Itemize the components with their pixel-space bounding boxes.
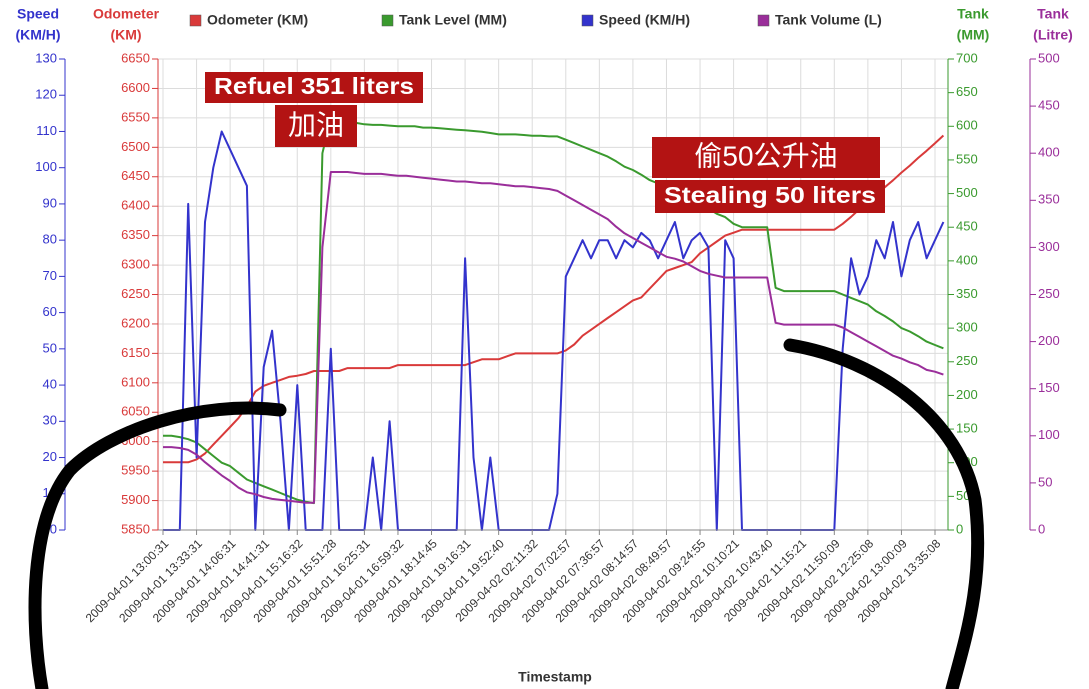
y-tick-label: 6600 [121,80,150,95]
y-tick-label: 550 [956,151,978,166]
y-tick-label: 0 [1038,521,1045,536]
annotation: 偷50公升油 [694,140,837,171]
y-tick-label: 5900 [121,492,150,507]
legend-swatch [582,15,593,26]
legend-swatch [382,15,393,26]
y-tick-label: 500 [1038,50,1060,65]
y-tick-label: 30 [43,413,57,428]
y-tick-label: 6450 [121,168,150,183]
y-tick-label: 250 [956,353,978,368]
y-axis-title: (MM) [957,27,990,43]
y-tick-label: 300 [1038,239,1060,254]
y-tick-label: 130 [35,50,57,65]
y-tick-label: 110 [36,123,57,138]
y-tick-label: 150 [956,421,978,436]
y-tick-label: 0 [956,521,963,536]
y-tick-label: 60 [43,304,57,319]
y-axis-title: Tank [957,6,989,22]
y-tick-label: 50 [43,340,57,355]
y-tick-label: 6550 [121,109,150,124]
y-tick-label: 6300 [121,257,150,272]
y-tick-label: 350 [956,286,978,301]
y-axis-title: (Litre) [1033,27,1073,43]
y-tick-label: 450 [1038,98,1060,113]
legend-swatch [190,15,201,26]
y-tick-label: 500 [956,185,978,200]
x-axis-title: Timestamp [518,669,592,685]
y-tick-label: 6100 [121,374,150,389]
y-tick-label: 700 [956,50,978,65]
y-axis-title: (KM/H) [15,27,60,43]
y-axis-title: Speed [17,6,59,22]
y-tick-label: 650 [956,84,978,99]
y-tick-label: 100 [1038,427,1060,442]
y-tick-label: 400 [1038,145,1060,160]
y-tick-label: 6400 [121,198,150,213]
y-axis-title: (KM) [110,27,141,43]
y-tick-label: 6050 [121,404,150,419]
legend-swatch [758,15,769,26]
legend-label: Odometer (KM) [207,12,308,28]
legend-label: Speed (KM/H) [599,12,690,28]
y-tick-label: 6650 [121,50,150,65]
y-tick-label: 600 [956,118,978,133]
annotation: 加油 [288,109,344,140]
y-tick-label: 40 [43,377,57,392]
y-tick-label: 50 [1038,474,1052,489]
y-tick-label: 300 [956,320,978,335]
annotation: Refuel 351 liters [214,73,414,99]
y-tick-label: 6350 [121,227,150,242]
y-tick-label: 70 [43,268,57,283]
y-tick-label: 20 [43,449,57,464]
y-tick-label: 100 [35,159,57,174]
y-tick-label: 6250 [121,286,150,301]
y-tick-label: 250 [1038,286,1060,301]
y-tick-label: 5950 [121,463,150,478]
legend-label: Tank Level (MM) [399,12,507,28]
y-tick-label: 150 [1038,380,1060,395]
y-tick-label: 450 [956,219,978,234]
chart: 2009-04-01 13:00:312009-04-01 13:33:3120… [0,0,1089,689]
y-tick-label: 5850 [121,521,150,536]
y-tick-label: 6200 [121,315,150,330]
y-axis-title: Odometer [93,6,160,22]
annotation: Stealing 50 liters [664,182,876,208]
y-tick-label: 6150 [121,345,150,360]
y-tick-label: 90 [43,195,57,210]
y-tick-label: 120 [35,87,57,102]
y-tick-label: 400 [956,252,978,267]
y-tick-label: 6500 [121,139,150,154]
y-tick-label: 200 [956,387,978,402]
y-axis-title: Tank [1037,6,1069,22]
legend-label: Tank Volume (L) [775,12,882,28]
y-tick-label: 200 [1038,333,1060,348]
y-tick-label: 350 [1038,192,1060,207]
y-tick-label: 80 [43,232,57,247]
